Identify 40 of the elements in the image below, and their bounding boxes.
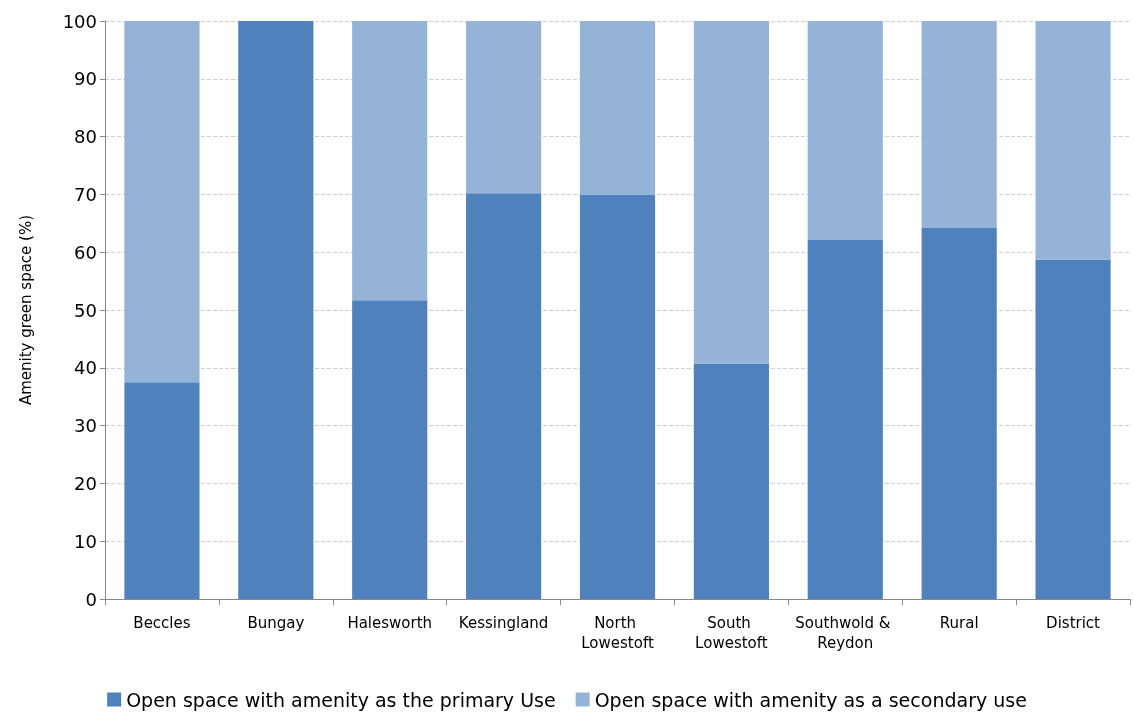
- bar: [466, 21, 542, 194]
- legend-label: Open space with amenity as a secondary use: [594, 688, 1027, 711]
- bar: [807, 240, 883, 599]
- bar: [693, 21, 769, 364]
- bar: [352, 300, 428, 599]
- bar: [352, 21, 428, 301]
- bar: [1035, 21, 1111, 260]
- bar: [807, 21, 883, 241]
- y-tick-label: 70: [74, 183, 97, 205]
- bar: [693, 363, 769, 599]
- y-tick-label: 20: [74, 472, 97, 494]
- legend-label: Open space with amenity as the primary Use: [126, 688, 556, 711]
- y-tick-label: 10: [74, 530, 97, 552]
- x-tick-label: Southwold & Reydon: [795, 614, 896, 652]
- y-tick-label: 0: [85, 588, 97, 610]
- x-tick-label: District: [1046, 614, 1101, 632]
- y-tick-label: 50: [74, 299, 97, 321]
- y-tick-label: 40: [74, 357, 97, 379]
- y-axis-title: Amenity green space (%): [16, 214, 35, 406]
- x-tick-label: Bungay: [247, 614, 305, 632]
- x-tick-label: Halesworth: [347, 614, 433, 632]
- y-tick-label: 60: [74, 241, 97, 263]
- y-tick-label: 90: [74, 68, 97, 90]
- bar: [124, 21, 200, 383]
- bar: [579, 194, 656, 599]
- bar: [921, 227, 997, 599]
- x-tick-label: North Lowestoft: [581, 614, 654, 652]
- bar: [1035, 259, 1111, 599]
- y-tick-label: 80: [74, 126, 97, 148]
- bar: [124, 382, 200, 599]
- bar: [579, 21, 656, 195]
- bar: [921, 21, 997, 228]
- x-tick-label: Rural: [939, 614, 979, 632]
- y-tick-label: 100: [62, 10, 97, 32]
- bar: [466, 193, 542, 599]
- y-tick-label: 30: [74, 415, 97, 437]
- x-tick-label: Kessingland: [458, 614, 549, 632]
- bar: [238, 21, 314, 599]
- x-tick-label: Beccles: [133, 614, 191, 632]
- x-tick-label: South Lowestoft: [695, 614, 768, 652]
